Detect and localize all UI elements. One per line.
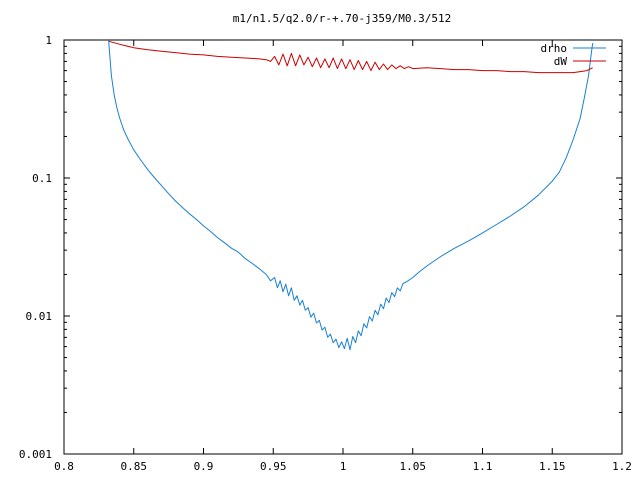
x-tick-label: 1.15: [539, 460, 566, 473]
y-tick-label: 1: [45, 34, 52, 47]
x-tick-label: 0.8: [54, 460, 74, 473]
x-tick-label: 0.95: [260, 460, 287, 473]
y-tick-label: 0.01: [26, 310, 53, 323]
x-tick-label: 1.1: [473, 460, 493, 473]
x-tick-label: 0.85: [121, 460, 148, 473]
series-line-drho: [108, 39, 594, 351]
y-tick-label: 0.1: [32, 172, 52, 185]
y-tick-label: 0.001: [19, 448, 52, 461]
plot-frame: [63, 39, 623, 455]
chart-title: m1/n1.5/q2.0/r-+.70-j359/M0.3/512: [233, 12, 452, 25]
x-tick-label: 1.2: [612, 460, 632, 473]
legend-label-drho: drho: [541, 42, 568, 55]
x-tick-label: 0.9: [194, 460, 214, 473]
x-tick-label: 1: [340, 460, 347, 473]
series-line-dW: [108, 40, 593, 74]
legend-label-dW: dW: [554, 55, 568, 68]
x-tick-label: 1.05: [400, 460, 427, 473]
